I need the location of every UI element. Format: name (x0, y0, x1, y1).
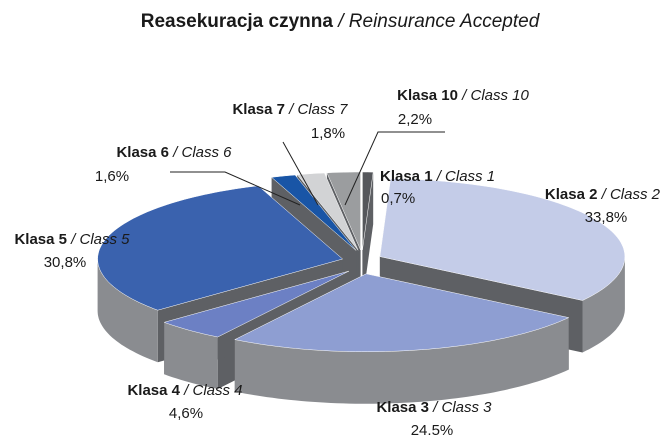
slice (379, 178, 626, 301)
slice (163, 270, 350, 338)
slice (271, 174, 357, 251)
label-pl: Klasa 10 (397, 87, 458, 104)
slice-cut-face (362, 172, 374, 302)
slice-wall (97, 259, 158, 363)
title-pl: Reasekuracja czynna (141, 11, 334, 32)
value-label: 4,6% (169, 405, 203, 422)
pie (97, 171, 626, 404)
labels: Klasa 1 / Class 1 0,7% Klasa 2 / Class 2 33… (14, 87, 660, 439)
leader-line (344, 131, 445, 206)
label-pl: Klasa 4 (127, 382, 180, 399)
label-en: / Class 5 (70, 231, 130, 248)
label-en: / Class 4 (183, 382, 242, 399)
value-label: 2,2% (398, 111, 432, 128)
slice-label: Klasa 7 / Class 7 (232, 101, 348, 118)
slice (326, 171, 361, 251)
slice-label: Klasa 1 / Class 1 (380, 168, 495, 185)
label-pl: Klasa 2 (545, 186, 598, 203)
leader-line (170, 171, 301, 206)
slice-wall (164, 322, 218, 389)
slice (234, 273, 570, 352)
slice-wall (234, 317, 569, 404)
label-pl: Klasa 5 (14, 231, 67, 248)
chart-title: Reasekuracja czynna / Reinsurance Accept… (141, 11, 541, 32)
leader-line (282, 141, 319, 206)
slice-wall (582, 256, 625, 353)
value-label: 24.5% (411, 422, 454, 439)
value-label: 0,7% (381, 190, 415, 207)
label-pl: Klasa 6 (116, 144, 169, 161)
slice-label: Klasa 5 / Class 5 (14, 231, 130, 248)
label-en: / Class 10 (461, 87, 529, 104)
slice-label: Klasa 10 / Class 10 (397, 87, 529, 104)
slice-label: Klasa 2 / Class 2 (545, 186, 661, 203)
value-label: 33,8% (585, 209, 628, 226)
slice (97, 185, 344, 311)
slice (296, 172, 359, 251)
value-label: 30,8% (44, 254, 87, 271)
label-en: / Class 7 (288, 101, 348, 118)
label-en: / Class 6 (172, 144, 232, 161)
label-pl: Klasa 7 (232, 101, 285, 118)
slice-label: Klasa 4 / Class 4 (127, 382, 242, 399)
label-en: / Class 2 (601, 186, 661, 203)
slice-label: Klasa 3 / Class 3 (376, 399, 492, 416)
slice-label: Klasa 6 / Class 6 (116, 144, 232, 161)
label-en: / Class 3 (432, 399, 492, 416)
label-pl: Klasa 1 (380, 168, 433, 185)
title-en: / Reinsurance Accepted (336, 11, 540, 32)
label-en: / Class 1 (436, 168, 495, 185)
value-label: 1,8% (311, 125, 345, 142)
label-pl: Klasa 3 (376, 399, 429, 416)
value-label: 1,6% (95, 168, 129, 185)
slice (362, 171, 374, 251)
